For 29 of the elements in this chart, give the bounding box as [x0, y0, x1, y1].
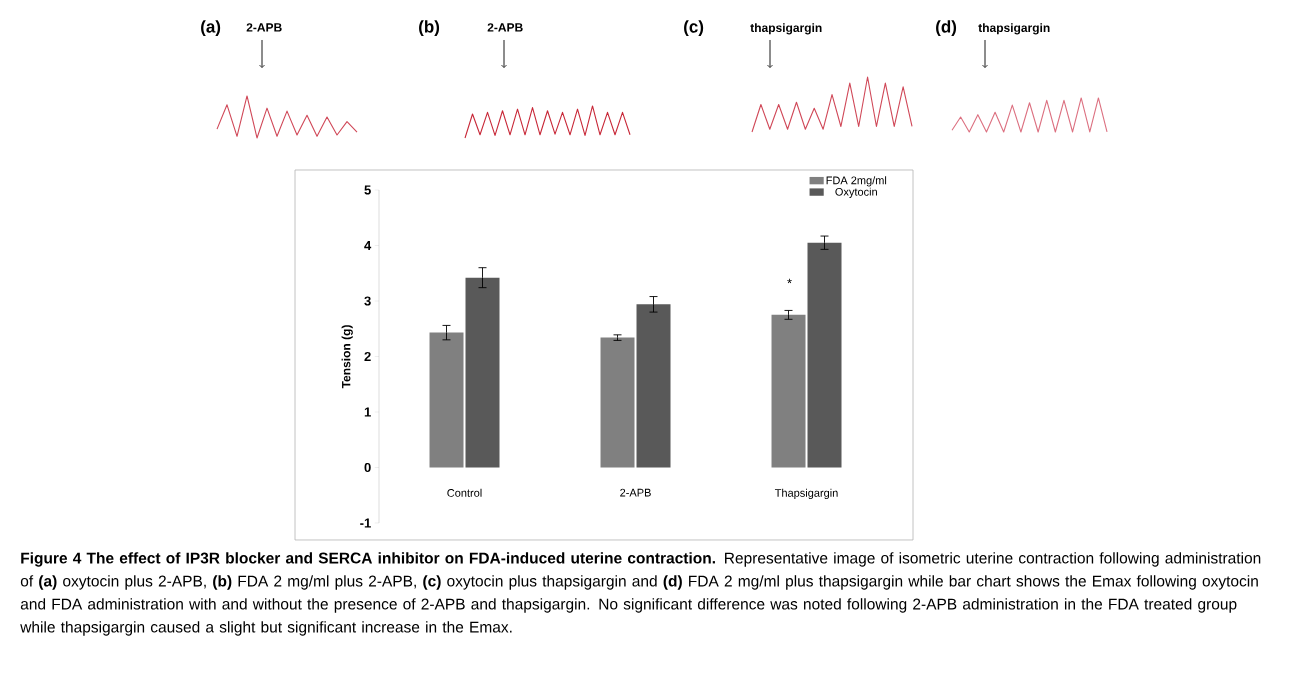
- text: thapsigargin: [750, 23, 822, 35]
- legend-label: Oxytocin: [835, 187, 877, 198]
- text: 2-APB: [487, 23, 523, 32]
- bar: [465, 277, 500, 468]
- y-axis-title: Tension (g): [341, 325, 353, 389]
- text: (c): [684, 20, 704, 37]
- x-tick-label: Control: [447, 488, 482, 497]
- y-tick-label: 2: [364, 351, 371, 362]
- bar: [807, 242, 842, 468]
- bar: [771, 314, 806, 468]
- text: 2-APB: [246, 23, 282, 32]
- text: Figure 4 The effect of IP3R blocker and SERCA inhibitor on FDA-induced uterine contraction. Representative image of isometric uterine contraction following administration of (a) oxytocin plus 2-APB, (b) FDA 2 mg/ml plus 2-APB, (c) oxytocin plus thapsigargin and (d) FDA 2 mg/ml plus thapsigargin while bar chart shows the Emax following oxytocin and FDA administration with and without the presence of 2-APB and thapsigargin. No significant difference was noted following 2-APB administration in the FDA treated group while thapsigargin caused a slight but significant increase in the Emax.: [20, 552, 1261, 636]
- annotation: *: [787, 278, 792, 284]
- text: thapsigargin: [978, 23, 1050, 35]
- y-tick-label: 3: [364, 296, 371, 306]
- y-tick-label: 1: [364, 407, 371, 417]
- x-tick-label: 2-APB: [620, 488, 651, 497]
- bar: [636, 304, 671, 468]
- text: (d): [936, 20, 957, 37]
- x-tick-label: Thapsigargin: [774, 488, 838, 500]
- bar: [600, 337, 635, 468]
- y-tick-label: -1: [360, 518, 371, 528]
- y-tick-label: 0: [364, 462, 371, 473]
- y-tick-label: 4: [364, 241, 372, 250]
- text: (b): [419, 20, 440, 37]
- bar: [429, 332, 464, 468]
- text: (a): [201, 20, 221, 37]
- y-tick-label: 5: [364, 185, 371, 195]
- legend-label: FDA 2mg/ml: [826, 176, 887, 187]
